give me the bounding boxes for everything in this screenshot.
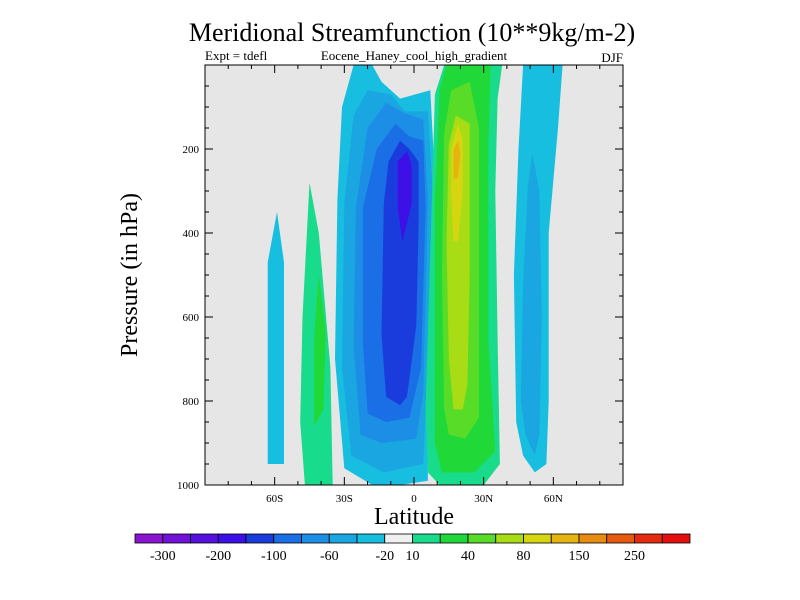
colorbar-label: -20	[375, 549, 394, 564]
x-tick-label: 30S	[336, 493, 353, 505]
y-tick-label: 200	[183, 144, 200, 156]
colorbar-swatch	[134, 533, 164, 544]
colorbar-label: -100	[261, 549, 287, 564]
colorbar-swatch	[523, 533, 552, 544]
colorbar-swatch	[328, 533, 358, 544]
contour-fill-hadley-south-l6	[397, 151, 412, 242]
colorbar-swatch	[162, 533, 191, 544]
center-string: Eocene_Haney_cool_high_gradient	[321, 48, 508, 63]
x-tick-label: 60N	[544, 493, 563, 505]
x-axis-label: Latitude	[374, 504, 454, 530]
colorbar: -300 -200 -100 -60 -20 10 40 80 150 250	[134, 533, 691, 564]
colorbar-swatch	[467, 533, 497, 544]
chart-title: Meridional Streamfunction (10**9kg/m-2)	[189, 18, 635, 47]
y-tick-label: 600	[183, 312, 200, 324]
colorbar-swatch	[439, 533, 469, 544]
colorbar-swatch	[245, 533, 275, 544]
contour-fill-north-blue-core	[520, 153, 542, 456]
colorbar-label: -200	[205, 549, 231, 564]
colorbar-swatch	[356, 533, 386, 544]
y-tick-label: 400	[183, 228, 200, 240]
colorbar-swatch	[634, 533, 663, 544]
colorbar-swatch	[550, 533, 580, 544]
y-tick-label: 800	[183, 396, 200, 408]
colorbar-label: -300	[150, 549, 176, 564]
plot-area: 60S 30S 0 30N 60N 200 400 600 800 1000	[177, 64, 624, 505]
contour-fill-south-cyan-band	[267, 212, 284, 464]
x-tick-label: 30N	[474, 493, 493, 505]
right-string: DJF	[601, 50, 623, 65]
colorbar-swatch	[384, 533, 413, 544]
colorbar-swatch	[495, 533, 524, 544]
colorbar-swatch	[412, 533, 441, 544]
contour-fill-ferrel-south-inner	[314, 275, 326, 427]
y-tick-label: 1000	[177, 480, 200, 492]
colorbar-swatch	[273, 533, 302, 544]
left-string: Expt = tdefl	[205, 48, 268, 63]
y-axis-label: Pressure (in hPa)	[117, 193, 143, 357]
colorbar-swatch	[661, 533, 691, 544]
colorbar-label: 10	[406, 549, 420, 564]
colorbar-swatch	[301, 533, 330, 544]
colorbar-swatch	[606, 533, 635, 544]
colorbar-label: 150	[569, 549, 590, 564]
colorbar-swatch	[217, 533, 247, 544]
x-tick-label: 0	[411, 493, 417, 505]
colorbar-label: 250	[624, 549, 645, 564]
colorbar-label: -60	[320, 549, 339, 564]
colorbar-swatch	[190, 533, 219, 544]
x-tick-label: 60S	[266, 493, 283, 505]
colorbar-swatch	[578, 533, 608, 544]
colorbar-label: 80	[517, 549, 531, 564]
colorbar-label: 40	[461, 549, 475, 564]
contour-fill-hadley-north-l6	[453, 140, 461, 179]
